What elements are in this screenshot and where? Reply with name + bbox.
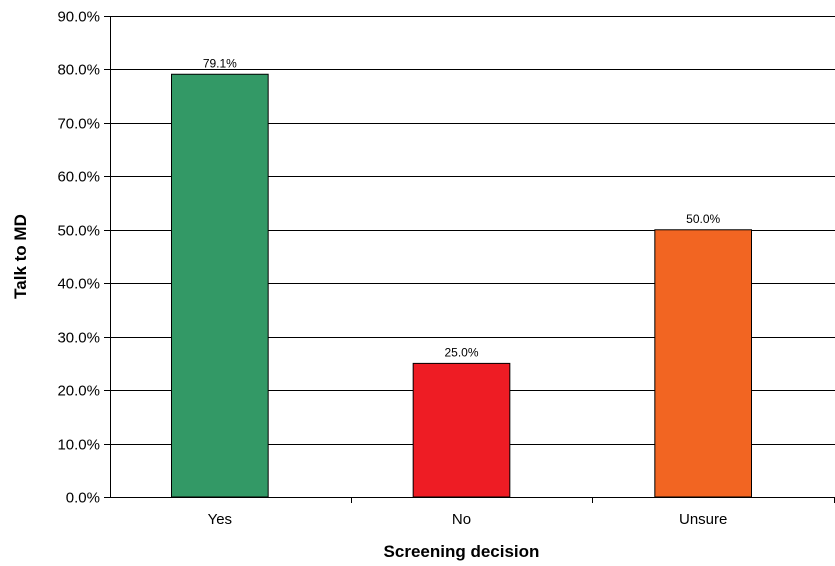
y-tick-label: 40.0%	[57, 276, 100, 293]
y-axis-title: Talk to MD	[11, 214, 30, 299]
x-tick-label: No	[452, 511, 471, 528]
bar-unsure	[654, 229, 752, 498]
axes	[110, 16, 835, 498]
y-tick-label: 60.0%	[57, 169, 100, 186]
x-tick-label: Yes	[208, 511, 232, 528]
data-label: 50.0%	[686, 212, 720, 226]
y-tick-label: 50.0%	[57, 223, 100, 240]
x-axis-title: Screening decision	[384, 542, 540, 561]
y-tick-label: 10.0%	[57, 437, 100, 454]
x-axis-ticks: Yes No Unsure	[208, 497, 835, 528]
data-label: 25.0%	[444, 345, 478, 359]
y-tick-label: 30.0%	[57, 330, 100, 347]
y-tick-label: 0.0%	[66, 490, 100, 507]
data-label: 79.1%	[203, 56, 237, 70]
x-tick-label: Unsure	[679, 511, 727, 528]
y-tick-label: 80.0%	[57, 62, 100, 79]
bar-yes	[171, 73, 269, 498]
bars	[171, 73, 752, 498]
y-tick-label: 70.0%	[57, 116, 100, 133]
y-axis-ticks: 0.0% 10.0% 20.0% 30.0% 40.0% 50.0% 60.0% 70.0% 8…	[57, 9, 110, 507]
y-tick-label: 20.0%	[57, 383, 100, 400]
y-tick-label: 90.0%	[57, 9, 100, 26]
data-labels: 79.1% 25.0% 50.0%	[203, 56, 721, 359]
bar-no	[412, 362, 511, 498]
